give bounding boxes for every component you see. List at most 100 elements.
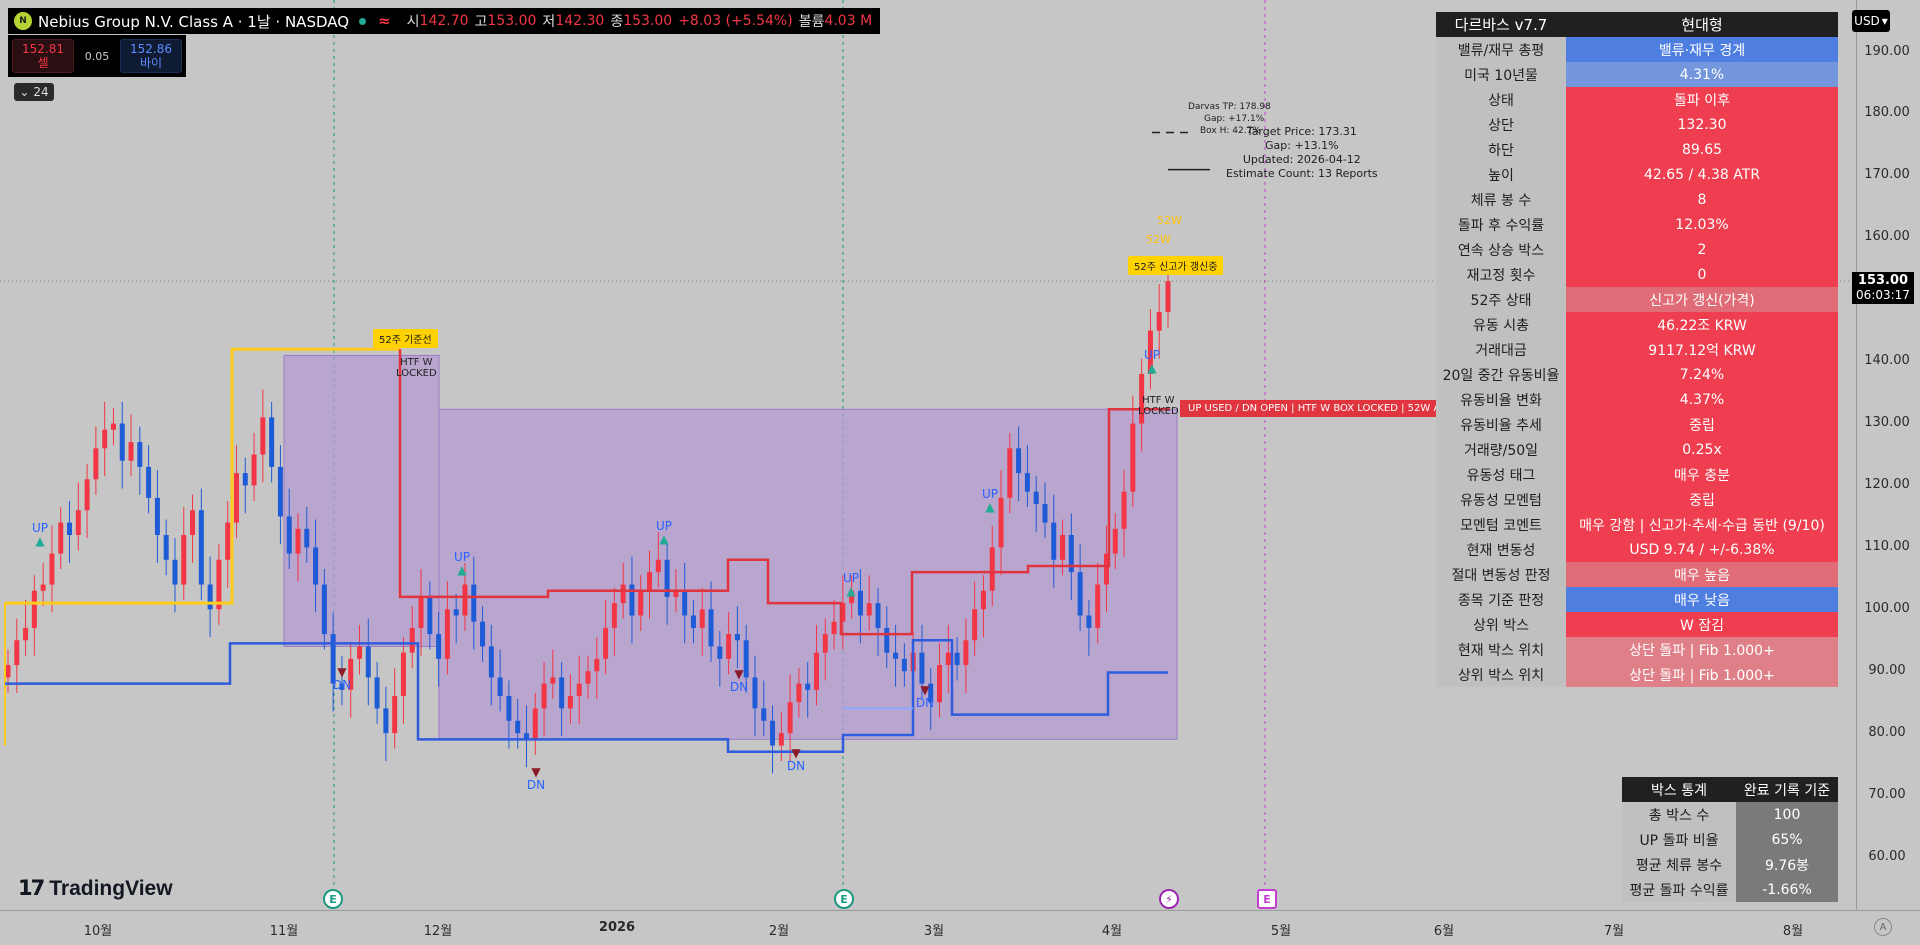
- candle-body: [972, 609, 978, 641]
- time-tick: 2월: [768, 924, 790, 939]
- candle-body: [269, 417, 275, 467]
- candle-body: [840, 603, 846, 622]
- dn-signal: ▼ DN: [730, 668, 748, 694]
- darvas-row-label: 미국 10년물: [1436, 62, 1566, 87]
- candle-body: [998, 497, 1004, 548]
- triangle-down-icon: ▼: [531, 765, 541, 779]
- candle-body: [1112, 528, 1118, 554]
- darvas-row-label: 상위 박스 위치: [1436, 662, 1566, 687]
- darvas-row-value: 132.30: [1566, 112, 1838, 137]
- up-signal: UP ▲: [32, 522, 48, 548]
- candle-body: [462, 584, 468, 616]
- box-stats-row: 평균 돌파 수익률 -1.66%: [1622, 877, 1838, 902]
- box-stats-title: 박스 통계: [1622, 777, 1736, 802]
- w52-marker: 52W: [1157, 214, 1182, 227]
- sell-button[interactable]: 152.81 셀: [12, 39, 74, 73]
- darvas-row-value: 2: [1566, 237, 1838, 262]
- dn-signal: ▼ DN: [916, 684, 934, 710]
- box-stats-value: 100: [1736, 802, 1838, 827]
- darvas-row-value: 매우 높음: [1566, 562, 1838, 587]
- candle-body: [1165, 281, 1171, 313]
- candle-body: [436, 634, 442, 659]
- box-stats-row: 총 박스 수 100: [1622, 802, 1838, 827]
- time-tick: 2026: [598, 920, 636, 935]
- price-tick: 190.00: [1864, 44, 1910, 59]
- candle-body: [664, 559, 670, 597]
- indicators-toggle[interactable]: ⌄ 24: [14, 83, 54, 101]
- lightning-icon[interactable]: ⚡: [1159, 889, 1179, 909]
- dn-signal: ▼ DN: [787, 747, 805, 773]
- candle-body: [110, 423, 116, 430]
- company-logo: N: [14, 12, 32, 30]
- darvas-table: 다르바스 v7.7 현대형 밸류/재무 총평 밸류·재무 경계 미국 10년물 4.3…: [1436, 12, 1838, 687]
- volume-value: 4.03 M: [824, 13, 873, 29]
- darvas-row-label: 높이: [1436, 162, 1566, 187]
- darvas-row: 유동 시총 46.22조 KRW: [1436, 312, 1838, 337]
- time-tick: 11월: [269, 924, 299, 939]
- candle-body: [1139, 374, 1145, 424]
- target-price-text: Target Price: 173.31: [1246, 125, 1357, 138]
- candle-body: [901, 658, 907, 672]
- candle-body: [357, 646, 363, 659]
- darvas-row: 절대 변동성 판정 매우 높음: [1436, 562, 1838, 587]
- candle-body: [181, 535, 187, 585]
- candle-body: [190, 510, 196, 535]
- candle-body: [857, 590, 863, 616]
- candle-body: [1086, 615, 1092, 628]
- candle-body: [963, 640, 969, 666]
- candle-body: [690, 615, 696, 628]
- plot-area[interactable]: [0, 0, 1856, 910]
- price-chart[interactable]: [0, 0, 1856, 910]
- darvas-row-value: 4.37%: [1566, 387, 1838, 412]
- time-tick: 6월: [1433, 924, 1455, 939]
- candle-body: [102, 429, 108, 449]
- triangle-up-icon: ▲: [985, 500, 995, 514]
- candle-body: [49, 553, 55, 585]
- candle-body: [515, 720, 521, 734]
- earnings-icon[interactable]: E: [834, 889, 854, 909]
- candle-body: [365, 646, 371, 678]
- earnings-future-icon[interactable]: E: [1257, 889, 1277, 909]
- darvas-row-label: 밸류/재무 총평: [1436, 37, 1566, 62]
- candle-body: [585, 671, 591, 684]
- time-axis[interactable]: [0, 910, 1920, 945]
- candle-body: [392, 696, 398, 734]
- price-tick: 110.00: [1864, 539, 1910, 554]
- candle-body: [893, 652, 899, 659]
- auto-scale-button[interactable]: A: [1874, 918, 1892, 936]
- candle-body: [550, 677, 556, 684]
- symbol-title[interactable]: Nebius Group N.V. Class A · 1날 · NASDAQ: [38, 12, 350, 31]
- tradingview-logo[interactable]: 𝟭𝟳 TradingView: [18, 876, 173, 901]
- darvas-row: 상위 박스 W 잠김: [1436, 612, 1838, 637]
- triangle-down-icon: ▼: [791, 746, 801, 760]
- price-axis[interactable]: [1856, 0, 1920, 910]
- candle-body: [172, 559, 178, 585]
- candle-body: [805, 683, 811, 690]
- darvas-row-label: 거래대금: [1436, 337, 1566, 362]
- dn-label: DN: [729, 680, 749, 694]
- darvas-row-value: 46.22조 KRW: [1566, 312, 1838, 337]
- candle-body: [313, 547, 319, 585]
- time-tick: 5월: [1270, 924, 1292, 939]
- baseline-52w-line: [5, 347, 400, 605]
- darvas-row: 20일 중간 유동비율 7.24%: [1436, 362, 1838, 387]
- symbol-header[interactable]: N Nebius Group N.V. Class A · 1날 · NASDA…: [8, 8, 881, 34]
- buy-price: 152.86: [130, 42, 172, 56]
- close-label: 종: [610, 14, 624, 30]
- currency-selector[interactable]: USD ▾: [1852, 10, 1890, 32]
- candle-body: [937, 665, 943, 703]
- candle-body: [418, 596, 424, 628]
- candle-body: [611, 603, 617, 628]
- darvas-row-label: 상태: [1436, 87, 1566, 112]
- close-value: 153.00: [623, 13, 673, 29]
- box-stats-value: -1.66%: [1736, 877, 1838, 902]
- candle-body: [594, 658, 600, 672]
- buy-button[interactable]: 152.86 바이: [120, 39, 182, 73]
- up-label: UP: [842, 571, 860, 585]
- darvas-row: 유동성 모멘텀 중립: [1436, 487, 1838, 512]
- low-label: 저: [542, 14, 556, 30]
- dn-label: DN: [526, 778, 546, 792]
- locked-text: LOCKED: [1138, 406, 1179, 417]
- candle-body: [1077, 572, 1083, 616]
- earnings-icon[interactable]: E: [323, 889, 343, 909]
